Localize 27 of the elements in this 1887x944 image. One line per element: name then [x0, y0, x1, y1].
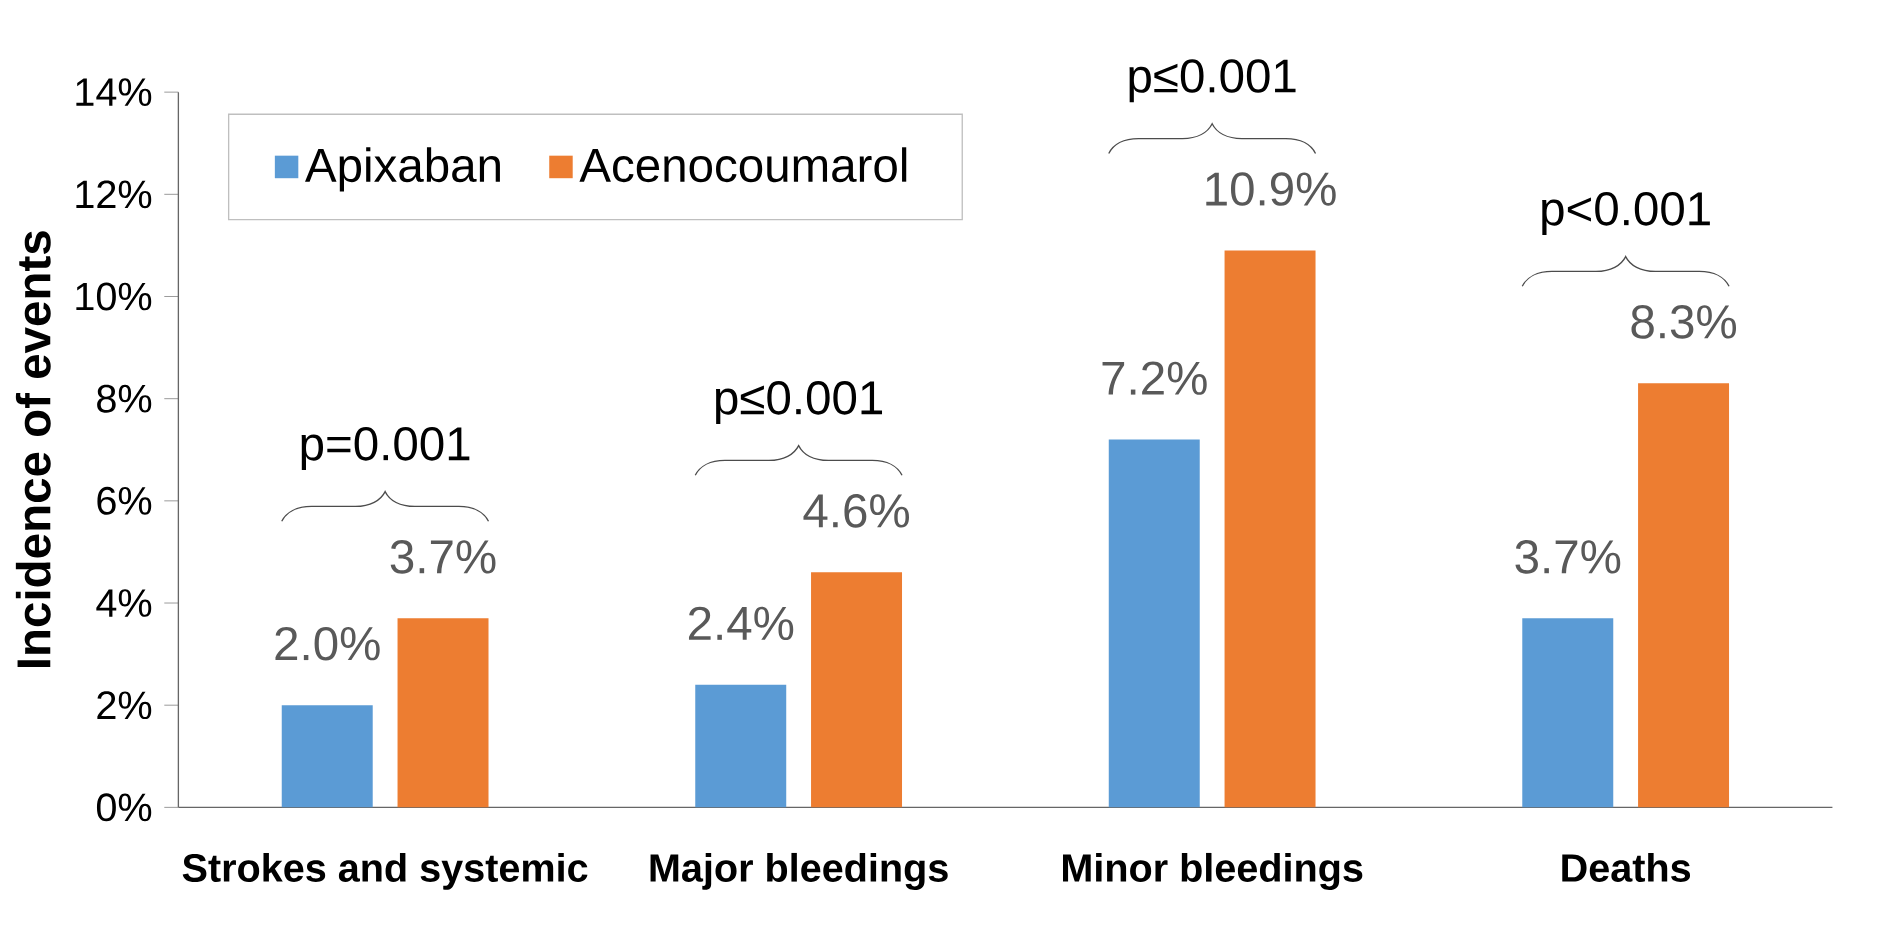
- legend-label: Apixaban: [305, 147, 500, 192]
- y-tick-label: 12%: [76, 180, 152, 209]
- annotation: p<0.001: [1542, 192, 1710, 236]
- y-tick-label: 10%: [76, 282, 152, 311]
- y-tick-label: 4%: [96, 589, 152, 618]
- y-tick-label: 6%: [97, 487, 152, 516]
- legend-label: Acenocoumarol: [579, 147, 907, 183]
- data-label: 4.6%: [803, 494, 909, 528]
- data-label: 2.0%: [275, 627, 380, 661]
- x-tick-label: Deaths: [1562, 853, 1691, 883]
- y-tick-label: 2%: [97, 691, 152, 720]
- y-tick-label: 14%: [76, 78, 152, 107]
- annotation: p=0.001: [301, 427, 470, 471]
- data-label: 10.9%: [1206, 172, 1336, 207]
- x-tick-label: Major bleedings: [650, 853, 948, 891]
- data-label: 3.7%: [1515, 540, 1621, 574]
- x-tick-label: Strokes and systemic: [182, 853, 588, 891]
- y-axis-title: Incidence of events: [15, 231, 51, 668]
- data-label: 7.2%: [1102, 361, 1207, 396]
- data-label: 3.7%: [390, 540, 496, 574]
- y-tick-label: 8%: [97, 384, 152, 413]
- annotation: p≤0.001: [715, 381, 883, 425]
- x-tick-label: Minor bleedings: [1063, 853, 1363, 891]
- data-label: 8.3%: [1631, 305, 1737, 339]
- annotation: p≤0.001: [1129, 59, 1296, 103]
- data-label: 2.4%: [688, 606, 794, 641]
- y-tick-label: 0%: [96, 793, 152, 822]
